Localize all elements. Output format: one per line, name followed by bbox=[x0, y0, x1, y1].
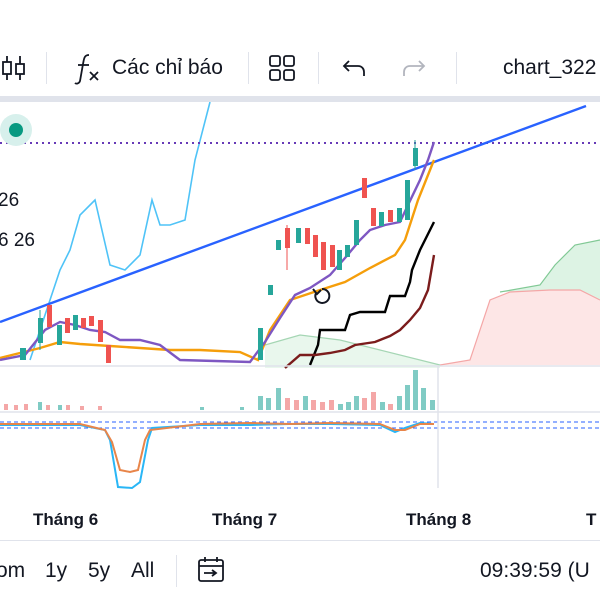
range-button-5y[interactable]: 5y bbox=[88, 559, 111, 582]
toolbar-divider bbox=[46, 52, 47, 84]
chart-name-button[interactable]: chart_322 bbox=[503, 48, 596, 88]
price-label: 26 bbox=[0, 190, 19, 211]
cloud-line-mid bbox=[264, 334, 441, 366]
top-toolbar: Các chỉ báo chart_322 bbox=[0, 0, 600, 96]
redo-icon bbox=[403, 60, 426, 76]
undo-icon bbox=[342, 60, 365, 76]
x-label-august: Tháng 8 bbox=[406, 510, 471, 529]
toolbar-bottom-border bbox=[0, 96, 600, 102]
toolbar-divider bbox=[456, 52, 457, 84]
step-line-black bbox=[308, 221, 436, 366]
toolbar-divider bbox=[318, 52, 319, 84]
trend-line[interactable] bbox=[0, 104, 587, 324]
ichimoku-cloud-red bbox=[440, 290, 600, 365]
range-button-1y[interactable]: 1y bbox=[45, 559, 68, 582]
cloud-line-green bbox=[499, 239, 600, 293]
x-label-next: T bbox=[586, 510, 597, 529]
chikou-line bbox=[29, 102, 211, 361]
ichimoku-cloud-mid bbox=[265, 335, 440, 368]
date-range-button[interactable] bbox=[196, 555, 226, 590]
price-marker-dot[interactable] bbox=[9, 123, 23, 137]
oscillator-line-blue bbox=[0, 421, 435, 490]
ichimoku-cloud-green bbox=[500, 240, 600, 300]
oscillator-line-orange bbox=[0, 421, 434, 474]
candles bbox=[20, 140, 418, 363]
price-chart[interactable]: 26 6 26 bbox=[0, 102, 600, 540]
range-button[interactable]: om bbox=[0, 559, 26, 582]
reset-rotate-icon[interactable] bbox=[312, 287, 331, 304]
x-label-july: Tháng 7 bbox=[212, 510, 277, 529]
cloud-line-red bbox=[439, 289, 600, 366]
bottom-divider bbox=[176, 555, 177, 587]
candlestick-icon bbox=[2, 56, 25, 80]
function-fx-icon bbox=[74, 54, 99, 85]
clock-timezone[interactable]: 09:39:59 (U bbox=[480, 559, 590, 582]
range-button-all[interactable]: All bbox=[131, 559, 155, 582]
redo-button[interactable] bbox=[400, 48, 428, 88]
undo-button[interactable] bbox=[340, 48, 368, 88]
price-label: 6 26 bbox=[0, 230, 35, 251]
indicators-button[interactable]: Các chỉ báo bbox=[72, 48, 223, 88]
x-label-june: Tháng 6 bbox=[33, 510, 98, 529]
indicators-label: Các chỉ báo bbox=[112, 56, 223, 79]
toolbar-divider bbox=[248, 52, 249, 84]
candle-type-button[interactable] bbox=[0, 48, 28, 88]
chart-name: chart_322 bbox=[503, 56, 597, 79]
layout-button[interactable] bbox=[268, 48, 296, 88]
calendar-range-icon bbox=[198, 557, 224, 582]
grid-layout-icon bbox=[269, 55, 295, 81]
volume-bars bbox=[4, 370, 435, 410]
step-line-darkred bbox=[284, 254, 436, 369]
bottom-toolbar: om 1y 5y All 09:39:59 (U bbox=[0, 540, 600, 601]
